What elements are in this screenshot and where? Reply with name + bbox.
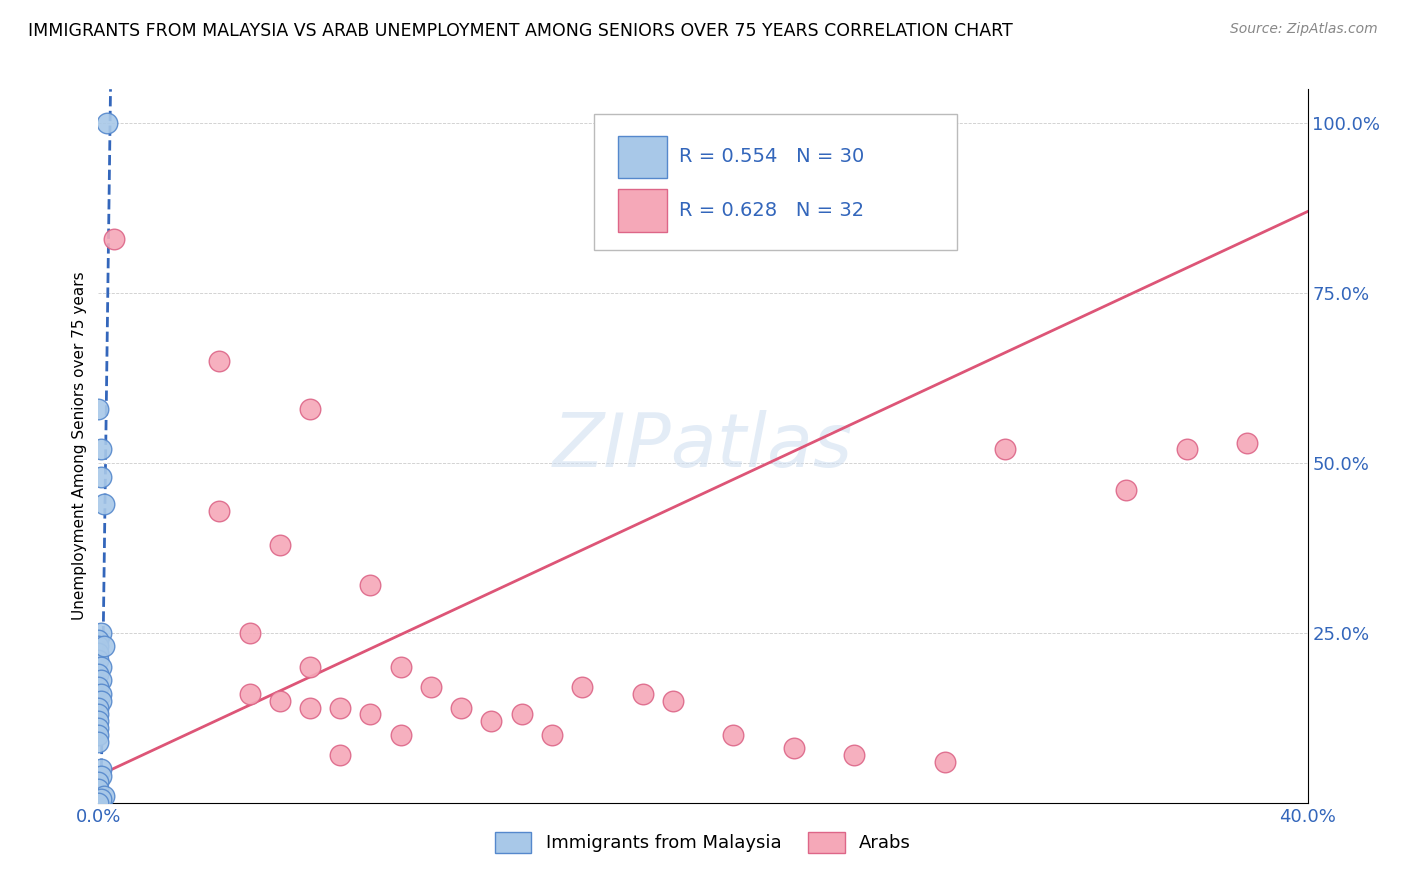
Point	[661, 694, 683, 708]
Point	[994, 442, 1017, 457]
Point	[329, 748, 352, 763]
Point	[571, 680, 593, 694]
Bar	[619, 136, 666, 178]
Point	[450, 700, 472, 714]
Point	[87, 728, 110, 742]
Text: R = 0.628   N = 32: R = 0.628 N = 32	[679, 201, 863, 220]
Point	[93, 789, 115, 803]
Point	[87, 666, 110, 681]
Point	[93, 640, 115, 654]
Point	[934, 755, 956, 769]
Point	[87, 714, 110, 729]
Point	[90, 769, 112, 783]
Point	[329, 700, 352, 714]
Point	[631, 687, 654, 701]
Y-axis label: Unemployment Among Seniors over 75 years: Unemployment Among Seniors over 75 years	[72, 272, 87, 620]
Point	[103, 232, 125, 246]
Point	[389, 728, 412, 742]
FancyBboxPatch shape	[595, 114, 957, 250]
Point	[90, 660, 112, 674]
Point	[723, 728, 745, 742]
Point	[389, 660, 412, 674]
Point	[87, 700, 110, 714]
Point	[783, 741, 806, 756]
Point	[90, 687, 112, 701]
Point	[90, 673, 112, 688]
Point	[87, 401, 110, 416]
Bar	[619, 189, 666, 232]
Text: IMMIGRANTS FROM MALAYSIA VS ARAB UNEMPLOYMENT AMONG SENIORS OVER 75 YEARS CORREL: IMMIGRANTS FROM MALAYSIA VS ARAB UNEMPLO…	[28, 22, 1012, 40]
Text: Source: ZipAtlas.com: Source: ZipAtlas.com	[1230, 22, 1378, 37]
Point	[87, 646, 110, 660]
Point	[87, 775, 110, 789]
Point	[93, 497, 115, 511]
Point	[208, 354, 231, 368]
Point	[360, 578, 382, 592]
Point	[540, 728, 562, 742]
Point	[1236, 435, 1258, 450]
Point	[87, 640, 110, 654]
Point	[90, 792, 112, 806]
Point	[269, 537, 291, 551]
Point	[87, 721, 110, 735]
Point	[360, 707, 382, 722]
Point	[96, 116, 118, 130]
Point	[87, 653, 110, 667]
Point	[87, 782, 110, 797]
Point	[87, 796, 110, 810]
Point	[87, 707, 110, 722]
Legend: Immigrants from Malaysia, Arabs: Immigrants from Malaysia, Arabs	[486, 822, 920, 862]
Point	[299, 660, 322, 674]
Point	[239, 626, 262, 640]
Point	[87, 632, 110, 647]
Point	[90, 442, 112, 457]
Point	[90, 694, 112, 708]
Point	[510, 707, 533, 722]
Point	[87, 734, 110, 748]
Point	[239, 687, 262, 701]
Text: R = 0.554   N = 30: R = 0.554 N = 30	[679, 147, 865, 167]
Point	[90, 762, 112, 776]
Point	[844, 748, 866, 763]
Point	[420, 680, 443, 694]
Text: ZIPatlas: ZIPatlas	[553, 410, 853, 482]
Point	[208, 503, 231, 517]
Point	[1115, 483, 1137, 498]
Point	[1175, 442, 1198, 457]
Point	[90, 626, 112, 640]
Point	[269, 694, 291, 708]
Point	[299, 401, 322, 416]
Point	[299, 700, 322, 714]
Point	[90, 469, 112, 483]
Point	[481, 714, 503, 729]
Point	[87, 680, 110, 694]
